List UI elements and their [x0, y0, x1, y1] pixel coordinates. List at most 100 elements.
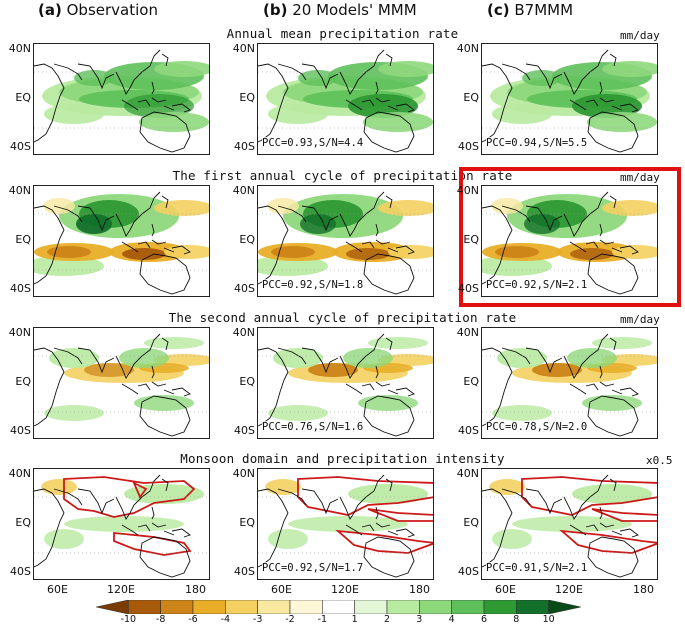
map-field [258, 333, 433, 437]
pcc-sn-stat: PCC=0.93,S/N=4.4 [262, 137, 364, 149]
lat-label: 40S [458, 424, 479, 437]
colorbar-swatch [386, 600, 420, 614]
lat-label: EQ [463, 233, 479, 246]
colorbar-swatch [516, 600, 549, 614]
lat-label: 40S [10, 282, 31, 295]
colorbar-swatch [451, 600, 485, 614]
row-title-1: Annual mean precipitation rate [226, 26, 459, 41]
lat-label: 40S [458, 565, 479, 578]
row-title-2: The first annual cycle of precipitation … [172, 168, 513, 183]
colorbar-swatch [96, 600, 129, 614]
lat-label: 40N [456, 42, 479, 55]
unit-row-2: mm/day [620, 171, 660, 184]
lat-label: 40S [458, 140, 479, 153]
lat-label: 40S [234, 140, 255, 153]
lat-label: 40N [232, 184, 255, 197]
lat-label: EQ [15, 91, 31, 104]
map-field [258, 191, 433, 295]
lon-label: 180 [409, 583, 430, 596]
map-field [34, 474, 209, 578]
colorbar-tick-label: -6 [188, 614, 198, 625]
lat-label: 40S [10, 140, 31, 153]
map-field [482, 333, 657, 437]
unit-row-3: mm/day [620, 313, 660, 326]
map-field [34, 49, 209, 153]
map-field [34, 191, 209, 295]
row-title-3: The second annual cycle of precipitation… [168, 310, 517, 325]
colorbar-tick-label: -8 [155, 614, 166, 625]
map-panel-r2-c1 [33, 185, 210, 297]
highlight-box [459, 167, 681, 307]
map-field [482, 191, 657, 295]
colorbar-tick-label: -1 [317, 614, 328, 625]
colorbar-swatch [128, 600, 161, 614]
colorbar-tick-label: 1 [351, 614, 358, 625]
colorbar-tick-label: -2 [285, 614, 295, 625]
lat-label: EQ [239, 91, 255, 104]
map-panel-r4-c3: PCC=0.91,S/N=2.1 [481, 468, 658, 580]
colorbar-swatch [322, 600, 355, 614]
colorbar-swatch [192, 600, 226, 614]
lat-label: 40N [232, 467, 255, 480]
colorbar-tick-label: 6 [480, 614, 488, 625]
lat-label: 40N [232, 326, 255, 339]
colorbar-tick-label: 8 [513, 614, 520, 625]
colorbar-swatch [483, 600, 517, 614]
colorbar-tick-label: 4 [448, 614, 455, 625]
lat-label: 40S [10, 424, 31, 437]
map-panel-r2-c3: PCC=0.92,S/N=2.1 [481, 185, 658, 297]
lat-label: 40S [234, 565, 255, 578]
lat-label: EQ [239, 375, 255, 388]
lon-label: 120E [555, 583, 583, 596]
lat-label: 40S [234, 424, 255, 437]
map-field [34, 333, 209, 437]
pcc-sn-stat: PCC=0.92,S/N=1.7 [262, 562, 364, 574]
map-field [258, 49, 433, 153]
pcc-sn-stat: PCC=0.76,S/N=1.6 [262, 421, 364, 433]
pcc-sn-stat: PCC=0.92,S/N=2.1 [486, 279, 588, 291]
pcc-sn-stat: PCC=0.94,S/N=5.5 [486, 137, 588, 149]
map-panel-r3-c2: PCC=0.76,S/N=1.6 [257, 327, 434, 439]
lat-label: EQ [15, 375, 31, 388]
lat-label: 40S [10, 565, 31, 578]
col-title-b: (b) 20 Models' MMM [263, 1, 417, 19]
lat-label: 40N [8, 326, 31, 339]
lat-label: 40N [8, 184, 31, 197]
lat-label: EQ [15, 233, 31, 246]
colorbar-tick-label: -4 [220, 614, 231, 625]
colorbar-swatch [289, 600, 323, 614]
col-title-c: (c) B7MMM [487, 1, 574, 19]
lat-label: EQ [239, 516, 255, 529]
lat-label: 40N [456, 184, 479, 197]
lat-label: 40S [234, 282, 255, 295]
map-field [482, 474, 657, 578]
map-panel-r3-c3: PCC=0.78,S/N=2.0 [481, 327, 658, 439]
lat-label: 40N [456, 326, 479, 339]
map-panel-r1-c2: PCC=0.93,S/N=4.4 [257, 43, 434, 155]
colorbar [96, 600, 581, 614]
lat-label: 40N [8, 467, 31, 480]
lat-label: EQ [463, 91, 479, 104]
lat-label: 40N [8, 42, 31, 55]
unit-row-1: mm/day [620, 29, 660, 42]
pcc-sn-stat: PCC=0.78,S/N=2.0 [486, 421, 588, 433]
lon-label: 60E [495, 583, 516, 596]
colorbar-tick-label: -10 [120, 614, 137, 625]
lon-label: 120E [331, 583, 359, 596]
lon-label: 60E [47, 583, 68, 596]
map-panel-r2-c2: PCC=0.92,S/N=1.8 [257, 185, 434, 297]
map-panel-r3-c1 [33, 327, 210, 439]
row-title-4: Monsoon domain and precipitation intensi… [180, 451, 505, 466]
lat-label: EQ [15, 516, 31, 529]
pcc-sn-stat: PCC=0.91,S/N=2.1 [486, 562, 588, 574]
colorbar-swatch [257, 600, 291, 614]
colorbar-swatch [548, 600, 581, 614]
lat-label: EQ [239, 233, 255, 246]
map-panel-r1-c3: PCC=0.94,S/N=5.5 [481, 43, 658, 155]
lon-label: 120E [107, 583, 135, 596]
map-panel-r4-c2: PCC=0.92,S/N=1.7 [257, 468, 434, 580]
colorbar-swatch [225, 600, 258, 614]
lon-label: 60E [271, 583, 292, 596]
lat-label: EQ [463, 516, 479, 529]
lon-label: 180 [633, 583, 654, 596]
